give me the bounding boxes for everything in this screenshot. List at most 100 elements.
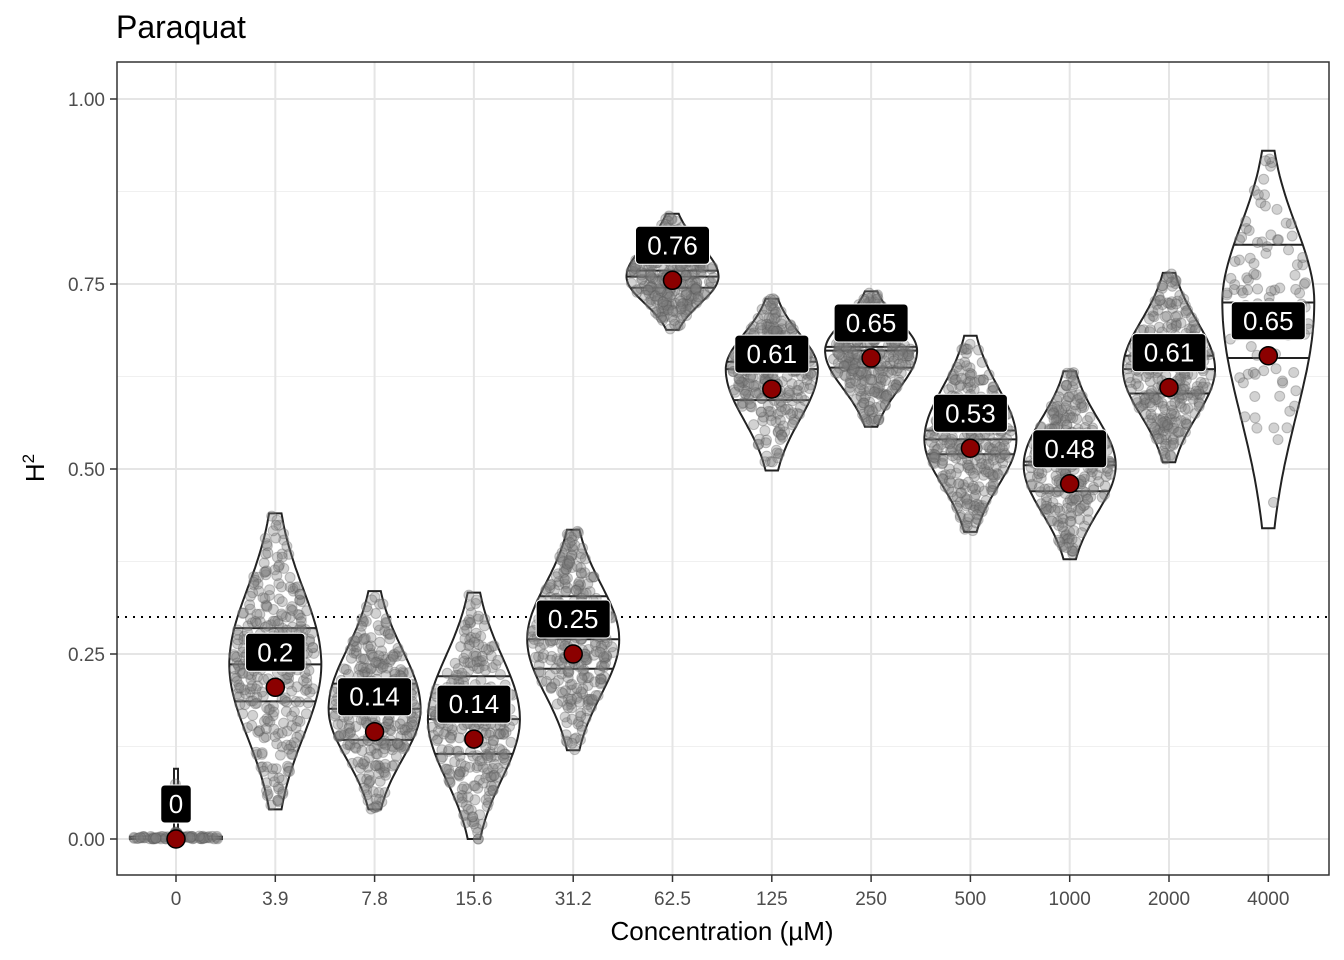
jitter-point (536, 676, 548, 688)
jitter-point (688, 268, 700, 280)
jitter-point (1283, 244, 1294, 256)
jitter-point (450, 669, 462, 681)
jitter-point (499, 748, 510, 760)
jitter-point (538, 648, 550, 660)
jitter-point (391, 650, 402, 662)
jitter-point (251, 608, 263, 620)
jitter-point (544, 579, 556, 591)
jitter-point (344, 739, 356, 751)
jitter-point (459, 619, 471, 631)
jitter-point (449, 657, 461, 669)
jitter-point (540, 585, 551, 597)
jitter-point (566, 550, 578, 562)
jitter-point (669, 297, 681, 309)
jitter-point (704, 282, 716, 293)
jitter-point (452, 669, 464, 681)
jitter-point (355, 653, 367, 665)
jitter-point (307, 641, 319, 653)
jitter-point (440, 763, 452, 775)
jitter-point (578, 669, 590, 681)
jitter-point (505, 736, 517, 748)
jitter-point (556, 668, 568, 680)
jitter-point (379, 743, 390, 755)
jitter-point (560, 563, 572, 575)
jitter-point (582, 680, 594, 691)
jitter-point (281, 540, 293, 552)
jitter-point (355, 773, 367, 785)
jitter-point (284, 571, 296, 583)
jitter-point (378, 658, 390, 670)
jitter-point (471, 750, 483, 762)
value-label-text: 0.25 (548, 604, 599, 634)
jitter-point (685, 290, 697, 302)
jitter-point (369, 656, 381, 668)
jitter-point (684, 278, 696, 289)
jitter-point (1046, 515, 1058, 527)
jitter-point (350, 742, 362, 754)
jitter-point (470, 648, 482, 660)
jitter-point (344, 644, 356, 656)
jitter-point (294, 588, 306, 600)
jitter-point (1249, 391, 1261, 402)
jitter-point (372, 801, 384, 813)
jitter-point (606, 641, 618, 653)
jitter-point (675, 295, 686, 307)
jitter-point (358, 653, 370, 665)
jitter-point (476, 818, 488, 830)
jitter-point (647, 273, 659, 285)
jitter-point (489, 750, 501, 762)
jitter-point (234, 665, 246, 677)
jitter-point (208, 833, 220, 845)
jitter-point (386, 740, 398, 752)
jitter-point (562, 665, 574, 677)
jitter-point (278, 534, 290, 546)
jitter-point (571, 561, 583, 572)
jitter-point (629, 267, 640, 279)
jitter-point (462, 791, 474, 803)
jitter-point (554, 551, 566, 563)
jitter-point (475, 655, 486, 667)
jitter-point (406, 727, 418, 739)
jitter-point (374, 762, 386, 774)
jitter-point (471, 762, 483, 774)
jitter-point (680, 304, 692, 316)
jitter-point (373, 650, 385, 662)
jitter-point (645, 294, 657, 305)
jitter-point (973, 374, 985, 386)
jitter-point (281, 696, 293, 708)
jitter-point (575, 567, 587, 579)
jitter-point (186, 832, 197, 844)
jitter-point (561, 736, 573, 748)
jitter-point (445, 732, 457, 744)
jitter-point (586, 701, 597, 713)
jitter-point (232, 634, 244, 646)
y-tick-label: 1.00 (68, 90, 105, 111)
jitter-point (1270, 363, 1282, 375)
jitter-point (443, 764, 455, 776)
jitter-point (155, 831, 167, 843)
jitter-point (566, 562, 578, 573)
jitter-point (380, 617, 392, 629)
jitter-point (587, 694, 599, 706)
jitter-point (436, 744, 448, 756)
jitter-point (272, 794, 284, 806)
jitter-point (248, 576, 260, 588)
jitter-point (558, 566, 570, 578)
value-label-62.5: 0.76 (635, 225, 710, 265)
jitter-point (139, 832, 151, 844)
jitter-point (269, 731, 281, 743)
jitter-point (233, 682, 245, 694)
jitter-point (688, 290, 700, 302)
jitter-point (396, 724, 408, 736)
jitter-point (361, 773, 373, 785)
jitter-point (232, 638, 243, 650)
x-tick-label: 3.9 (262, 889, 288, 910)
jitter-point (195, 831, 207, 843)
jitter-point (662, 289, 674, 300)
jitter-point (556, 695, 568, 707)
jitter-point (691, 282, 703, 294)
jitter-point (656, 306, 668, 318)
jitter-point (464, 600, 476, 612)
jitter-point (459, 633, 471, 645)
